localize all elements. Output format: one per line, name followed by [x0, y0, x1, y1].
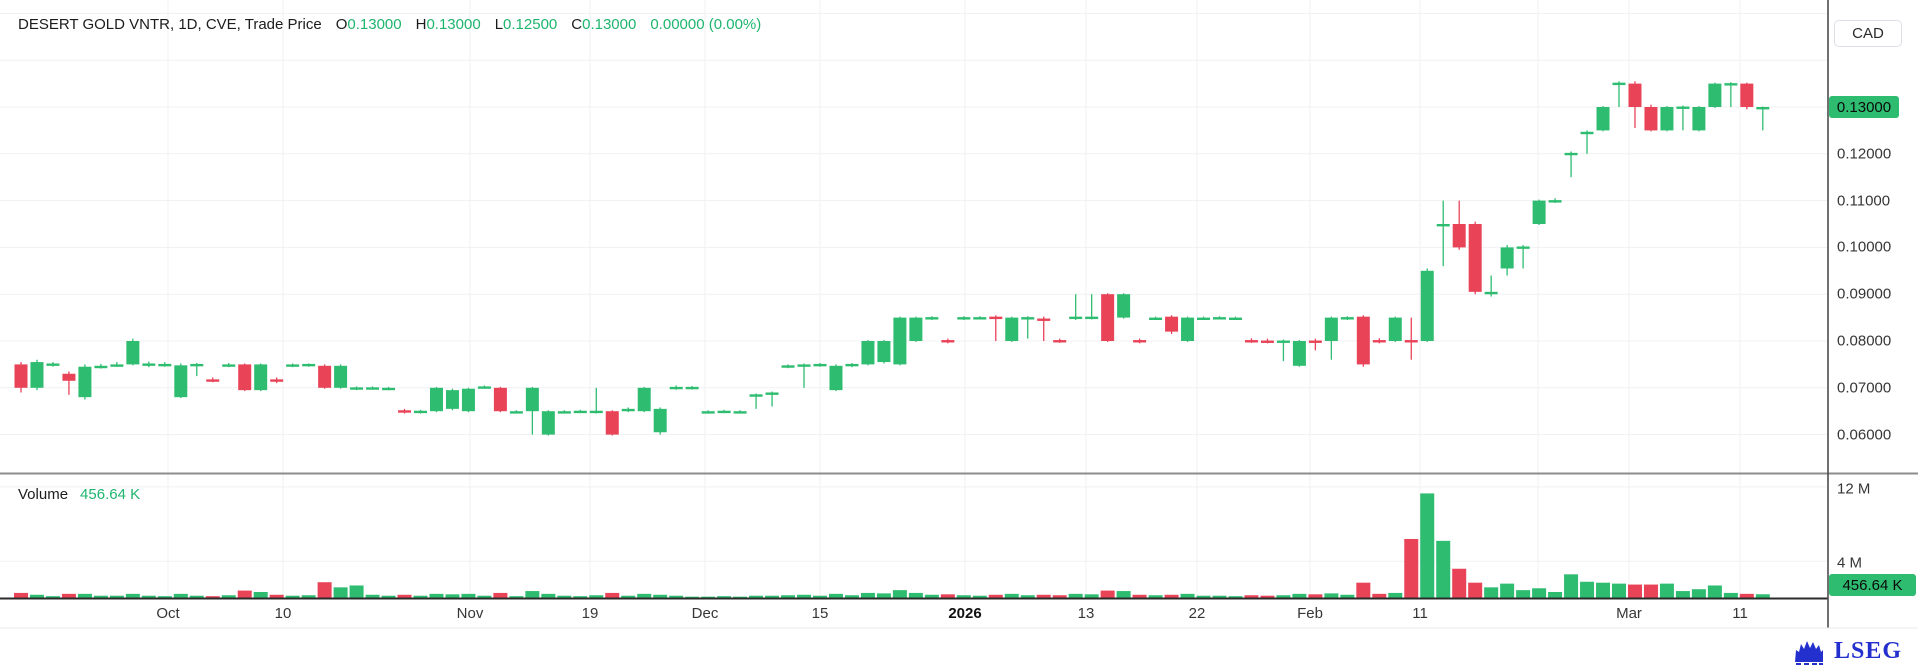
time-tick-label: 15: [811, 605, 829, 622]
currency-box: CAD: [1834, 20, 1902, 47]
lseg-branding: LSEG: [1792, 636, 1902, 666]
time-tick-label: Dec: [691, 605, 719, 622]
volume-tick-label: 4 M: [1837, 554, 1863, 572]
time-tick-label: Feb: [1297, 605, 1323, 622]
lseg-wordmark: LSEG: [1833, 637, 1902, 664]
lseg-lion-icon: [1794, 641, 1823, 665]
volume-value: 456.64 K: [80, 486, 141, 503]
time-tick-label: 11: [1732, 605, 1748, 622]
price-tick-label: 0.11000: [1837, 192, 1891, 210]
price-tick-label: 0.10000: [1837, 238, 1892, 256]
candlestick-series: [14, 81, 1770, 436]
volume-tick-label: 12 M: [1837, 480, 1871, 498]
time-tick-label: 13: [1077, 605, 1095, 622]
time-tick-label: Nov: [456, 605, 484, 622]
chart-legend: DESERT GOLD VNTR, 1D, CVE, Trade Price O…: [18, 16, 761, 33]
open-value: O0.13000: [335, 16, 402, 33]
low-value: L0.12500: [494, 16, 558, 33]
change-value: 0.00000 (0.00%): [650, 16, 762, 33]
time-tick-label: 19: [581, 605, 599, 622]
price-tick-label: 0.08000: [1837, 332, 1892, 350]
high-value: H0.13000: [415, 16, 481, 33]
time-tick-label: 22: [1188, 605, 1206, 622]
last-volume-badge: 456.64 K: [1829, 574, 1916, 596]
price-tick-label: 0.12000: [1837, 145, 1892, 163]
price-tick-label: 0.09000: [1837, 285, 1892, 303]
close-value: C0.13000: [571, 16, 637, 33]
time-tick-label: 2026: [948, 605, 982, 622]
price-tick-label: 0.07000: [1837, 379, 1892, 397]
time-tick-label: Mar: [1616, 605, 1642, 622]
instrument-title: DESERT GOLD VNTR, 1D, CVE, Trade Price: [18, 16, 322, 33]
price-tick-label: 0.06000: [1837, 426, 1892, 444]
time-tick-label: 10: [274, 605, 292, 622]
last-price-badge: 0.13000: [1829, 96, 1899, 118]
time-axis[interactable]: Oct 10 Nov 19 Dec 15 2026 13 22 Feb 11 Mar 11: [0, 600, 1828, 628]
time-tick-label: Oct: [156, 605, 180, 622]
volume-label: Volume: [18, 486, 69, 503]
currency-label: CAD: [1852, 25, 1884, 42]
volume-legend: Volume 456.64 K: [18, 486, 140, 503]
volume-series: [14, 493, 1770, 599]
price-axis[interactable]: CAD 0.13000 0.12000 0.11000 0.10000 0.09000 0…: [1828, 0, 1918, 628]
time-tick-label: 11: [1412, 605, 1428, 622]
